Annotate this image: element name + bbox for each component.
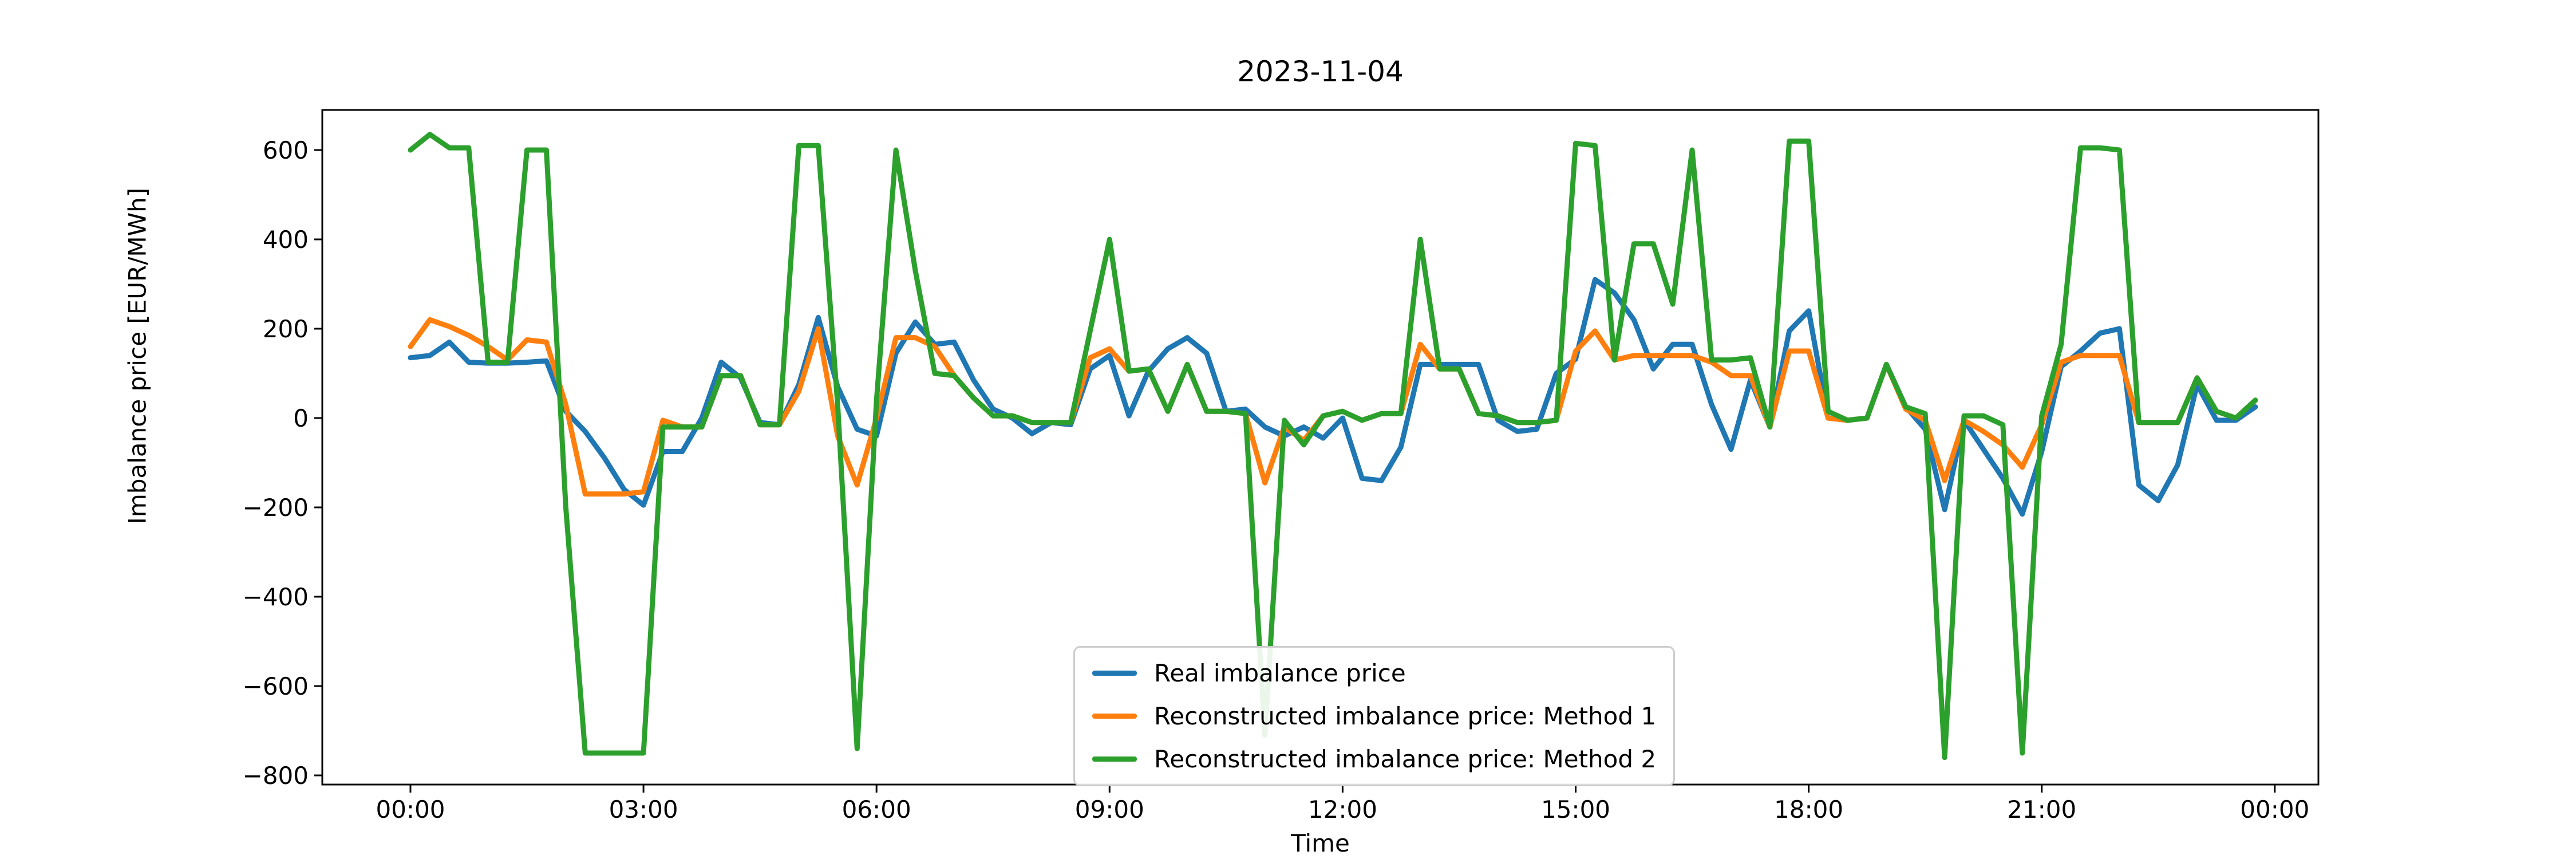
y-tick-label: 200 [263,315,309,343]
x-tick-label: 15:00 [1541,795,1610,823]
legend-item-real-imbalance-price: Real imbalance price [1092,659,1656,687]
y-tick-label: −800 [243,762,309,790]
chart-title: 2023-11-04 [1237,55,1404,88]
series-line-method-1 [408,317,2258,497]
legend-item-reconstructed-method-1: Reconstructed imbalance price: Method 1 [1092,702,1656,730]
x-tick-label: 00:00 [376,795,445,823]
y-tick-label: −200 [243,494,309,522]
x-axis-label: Time [1291,829,1350,857]
x-tick-label: 12:00 [1308,795,1377,823]
y-tick-label: −400 [243,583,309,611]
x-tick-label: 06:00 [842,795,911,823]
y-axis-label: Imbalance price [EUR/MWh] [123,187,152,525]
x-tick-label: 21:00 [2007,795,2076,823]
legend-line-swatch-orange [1092,714,1137,719]
series-line-method-2 [408,132,2258,761]
legend-label: Reconstructed imbalance price: Method 2 [1154,745,1657,773]
legend-label: Reconstructed imbalance price: Method 1 [1154,702,1657,730]
x-tick-label: 18:00 [1774,795,1843,823]
legend-line-swatch-green [1092,756,1137,762]
x-tick-label: 00:00 [2240,795,2309,823]
legend: Real imbalance price Reconstructed imbal… [1073,646,1676,786]
y-tick-label: 400 [263,226,309,254]
y-tick-label: −600 [243,672,309,700]
y-tick-label: 600 [263,136,309,164]
legend-label: Real imbalance price [1154,659,1406,687]
legend-line-swatch-blue [1092,671,1137,676]
y-tick-label: 0 [293,404,309,432]
legend-item-reconstructed-method-2: Reconstructed imbalance price: Method 2 [1092,745,1656,773]
series-line-real [408,277,2258,517]
x-tick-label: 03:00 [609,795,678,823]
x-tick-label: 09:00 [1075,795,1144,823]
